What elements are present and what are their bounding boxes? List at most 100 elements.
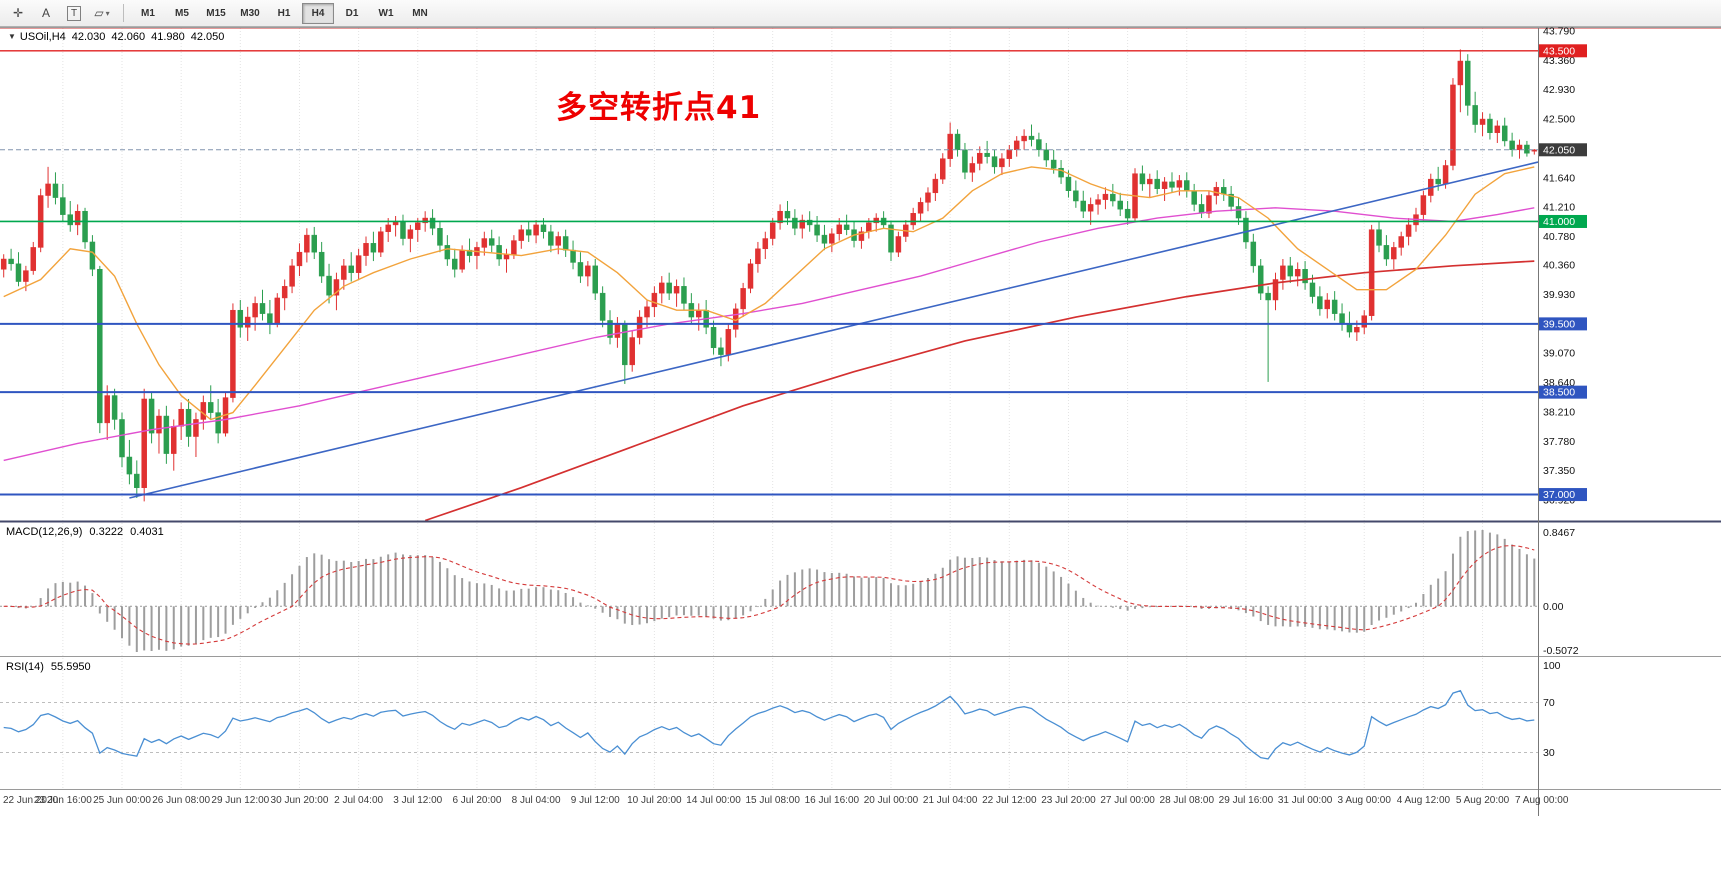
candle-up (762, 231, 769, 260)
timeframe-button-mn[interactable]: MN (412, 7, 428, 19)
candle-up (378, 226, 384, 257)
candle-up (636, 310, 643, 345)
candle-up (629, 330, 635, 372)
symbol-header: ▼ USOil,H4 42.030 42.060 41.980 42.050 (8, 31, 230, 43)
timeframe-button-m30[interactable]: M30 (240, 7, 260, 19)
crosshair-tool-button[interactable]: ✛ (5, 2, 31, 24)
candle-up (1006, 145, 1013, 167)
macd-label: MACD(12,26,9) 0.3222 0.4031 (6, 526, 171, 538)
candle-up (651, 286, 658, 318)
horizontal-lines (0, 50, 1538, 496)
candle-down (954, 129, 961, 157)
candle-up (1132, 168, 1138, 222)
candle-down (562, 229, 569, 257)
svg-text:42.050: 42.050 (1543, 144, 1575, 156)
candle-down (592, 259, 598, 300)
time-axis-label: 31 Jul 00:00 (1278, 795, 1333, 806)
time-axis-label: 23 Jun 16:00 (34, 795, 92, 806)
time-axis-label: 22 Jul 12:00 (982, 795, 1037, 806)
price-tick-label: 40.780 (1543, 231, 1575, 243)
macd-indicator-name: MACD(12,26,9) (6, 526, 83, 538)
ma-slow-line (424, 260, 1535, 522)
candle-up (392, 216, 399, 237)
time-axis-label: 16 Jul 16:00 (805, 795, 860, 806)
candle-up (1013, 136, 1020, 157)
candle-down (599, 286, 606, 328)
candle-up (1516, 139, 1523, 159)
candle-up (976, 146, 983, 171)
rsi-label: RSI(14) 55.5950 (6, 661, 98, 673)
candle-up (104, 385, 110, 440)
candle-up (1294, 262, 1301, 287)
candle-down (1331, 291, 1338, 321)
shapes-tool-button[interactable]: ▱ ▾ (89, 2, 115, 24)
chart-annotation[interactable]: 多空转折点41 (556, 90, 762, 126)
candle-up (289, 259, 295, 294)
timeframe-button-h1[interactable]: H1 (277, 7, 291, 19)
timeframe-button-d1[interactable]: D1 (345, 7, 359, 19)
time-axis-label: 29 Jun 12:00 (211, 795, 269, 806)
candle-up (1450, 78, 1456, 171)
candle-down (488, 229, 495, 253)
candle-down (666, 272, 672, 300)
candle-up (895, 231, 902, 257)
price-tick-label: 37.780 (1543, 436, 1575, 448)
macd-scale-label: 0.8467 (1543, 527, 1575, 539)
candle-down (311, 226, 318, 260)
candle-down (318, 241, 325, 283)
timeframe-button-m15[interactable]: M15 (206, 7, 226, 19)
timeframe-button-w1[interactable]: W1 (378, 7, 394, 19)
candle-down (67, 200, 73, 232)
candle-down (570, 240, 576, 270)
candle-up (252, 296, 258, 331)
symbol-collapse-icon[interactable]: ▼ (8, 32, 16, 41)
price-tick-label: 43.790 (1543, 26, 1575, 38)
candle-down (1110, 183, 1116, 207)
price-tick-label: 42.930 (1543, 84, 1575, 96)
label-tool-button[interactable]: T (61, 2, 87, 24)
macd-scale-label: -0.5072 (1543, 645, 1579, 657)
time-axis-label: 26 Jun 08:00 (152, 795, 210, 806)
svg-text:38.500: 38.500 (1543, 387, 1575, 399)
candle-down (1435, 166, 1441, 191)
candle-up (1280, 259, 1286, 290)
candle-up (518, 224, 525, 249)
candle-up (910, 207, 916, 230)
candle-down (348, 252, 354, 282)
candle-up (474, 241, 480, 270)
trendline[interactable] (129, 161, 1539, 499)
candle-up (1272, 272, 1279, 311)
candle-up (1494, 120, 1501, 143)
candle-down (1472, 91, 1478, 133)
candle-down (1080, 190, 1087, 219)
svg-text:41.000: 41.000 (1543, 216, 1575, 228)
time-axis-label: 27 Jul 00:00 (1100, 795, 1155, 806)
timeframe-button-h4[interactable]: H4 (302, 2, 334, 24)
candle-up (917, 197, 924, 222)
candle-up (829, 228, 835, 253)
candle-down (1198, 194, 1205, 219)
candle-down (82, 207, 88, 249)
time-axis-label: 29 Jul 16:00 (1219, 795, 1274, 806)
timeframe-button-m5[interactable]: M5 (175, 7, 189, 19)
candle-down (119, 412, 125, 468)
time-axis-label: 22 Jun 2020 (3, 795, 58, 806)
candle-up (940, 153, 946, 184)
candle-down (1317, 286, 1323, 316)
candle-down (267, 299, 273, 335)
candle-up (304, 228, 310, 263)
candle-up (673, 279, 680, 307)
candle-up (755, 241, 761, 273)
candle-up (1479, 112, 1486, 137)
text-tool-button[interactable]: A (33, 2, 59, 24)
candle-up (355, 248, 362, 280)
timeframe-button-m1[interactable]: M1 (141, 7, 155, 19)
price-tick-label: 39.930 (1543, 289, 1575, 301)
price-tick-label: 42.500 (1543, 114, 1575, 126)
candle-down (688, 293, 695, 324)
price-tick-label: 37.350 (1543, 465, 1575, 477)
candle-up (555, 231, 562, 255)
candle-up (999, 153, 1005, 176)
candle-up (1021, 129, 1027, 150)
